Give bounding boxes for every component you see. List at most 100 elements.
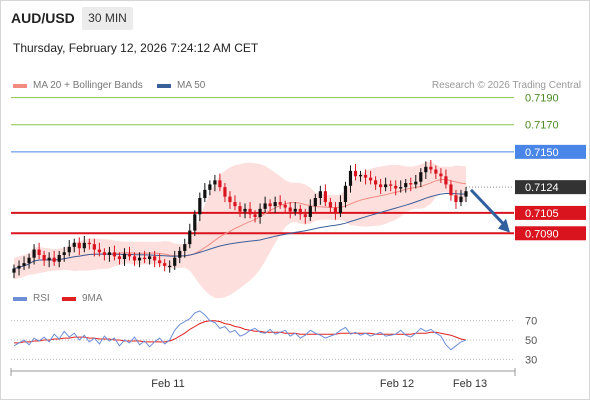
candle-body	[444, 176, 448, 185]
candle-body	[434, 169, 438, 174]
forecast-arrow-shaft	[469, 188, 506, 226]
candle-body	[459, 196, 463, 203]
candle-body	[293, 208, 297, 212]
candle-body	[414, 181, 418, 185]
candle-body	[404, 183, 408, 188]
candle-body	[183, 244, 187, 251]
candle-body	[258, 208, 262, 217]
candle-body	[238, 206, 242, 212]
candle-body	[323, 191, 327, 203]
candle-body	[82, 242, 86, 249]
candle-body	[313, 198, 317, 207]
candle-body	[137, 257, 142, 261]
level-label-pivot: 0.7150	[525, 147, 559, 159]
ma9-swatch	[62, 296, 76, 301]
legend-ma50-label: MA 50	[177, 80, 206, 91]
rsi-line	[13, 310, 467, 351]
candle-body	[198, 198, 202, 215]
candle-body	[424, 166, 428, 173]
candle-body	[233, 202, 237, 207]
candle-body	[142, 257, 147, 260]
level-label-resistance: 0.7190	[525, 93, 559, 105]
candle-body	[283, 204, 287, 208]
candle-body	[42, 255, 46, 261]
candle-body	[188, 230, 192, 245]
ma20-swatch	[13, 83, 27, 88]
x-tick-label: Feb 12	[380, 378, 414, 390]
candle-body	[132, 256, 137, 261]
candle-body	[178, 250, 182, 258]
legend-9ma-label: 9MA	[82, 293, 103, 304]
candle-body	[273, 202, 277, 207]
candle-body	[333, 207, 338, 213]
candle-body	[208, 184, 212, 190]
candle-body	[47, 257, 51, 261]
candle-body	[17, 265, 21, 269]
candle-body	[454, 195, 458, 203]
candle-body	[278, 202, 282, 205]
candle-body	[117, 256, 122, 260]
candle-body	[22, 263, 26, 266]
rsi-swatch	[13, 296, 27, 301]
candle-body	[87, 242, 91, 245]
candle-body	[303, 214, 307, 217]
candle-body	[223, 187, 227, 197]
candle-body	[203, 189, 207, 198]
candle-body	[348, 170, 353, 186]
candle-body	[112, 252, 117, 257]
candle-body	[409, 183, 413, 185]
level-tag-support	[515, 205, 586, 220]
candle-body	[148, 256, 152, 260]
candle-body	[107, 252, 112, 255]
level-tag-pivot	[515, 144, 586, 159]
candle-body	[67, 246, 71, 253]
candle-body	[308, 206, 312, 217]
report-datetime: Thursday, February 12, 2026 7:24:12 AM C…	[13, 41, 259, 55]
candle-body	[263, 203, 267, 209]
candle-body	[193, 214, 197, 231]
candle-body	[363, 174, 368, 178]
candle-body	[343, 185, 348, 203]
legend-ma20-bollinger: MA 20 + Bollinger Bands	[13, 80, 143, 91]
candle-body	[168, 265, 172, 268]
candle-body	[32, 249, 36, 258]
candle-body	[37, 249, 41, 255]
candle-body	[173, 257, 177, 266]
candle-body	[62, 252, 66, 255]
legend-ma50: MA 50	[157, 80, 205, 91]
candle-body	[158, 260, 162, 264]
rsi-ma9-line	[14, 320, 467, 344]
candle-body	[298, 208, 302, 215]
level-tag-support	[515, 226, 586, 241]
legend-rsi: RSI	[13, 293, 50, 304]
candle-body	[77, 242, 81, 249]
timeframe-button[interactable]: 30 MIN	[82, 7, 133, 30]
level-label-resistance: 0.7170	[525, 120, 559, 132]
ma50-swatch	[157, 83, 171, 88]
candle-body	[163, 263, 167, 266]
x-tick-label: Feb 13	[453, 378, 487, 390]
candle-body	[394, 185, 398, 189]
candle-body	[439, 173, 443, 177]
rsi-tick-label: 70	[525, 316, 537, 328]
candle-body	[449, 184, 453, 196]
candle-body	[57, 255, 61, 262]
candle-body	[429, 166, 433, 170]
candle-body	[268, 203, 272, 207]
candle-body	[338, 202, 343, 213]
candle-body	[127, 253, 132, 257]
candle-body	[353, 170, 358, 177]
level-label-support: 0.7090	[525, 228, 559, 240]
level-label-support: 0.7105	[525, 208, 559, 220]
candle-body	[213, 180, 217, 185]
level-label-current: 0.7124	[525, 182, 559, 194]
bollinger-band	[14, 161, 466, 299]
symbol-title: AUD/USD	[11, 10, 75, 26]
candle-body	[228, 196, 232, 203]
candle-body	[328, 202, 332, 208]
candle-body	[153, 256, 157, 261]
candle-body	[399, 187, 403, 189]
candle-body	[374, 180, 378, 185]
candle-body	[384, 184, 388, 188]
